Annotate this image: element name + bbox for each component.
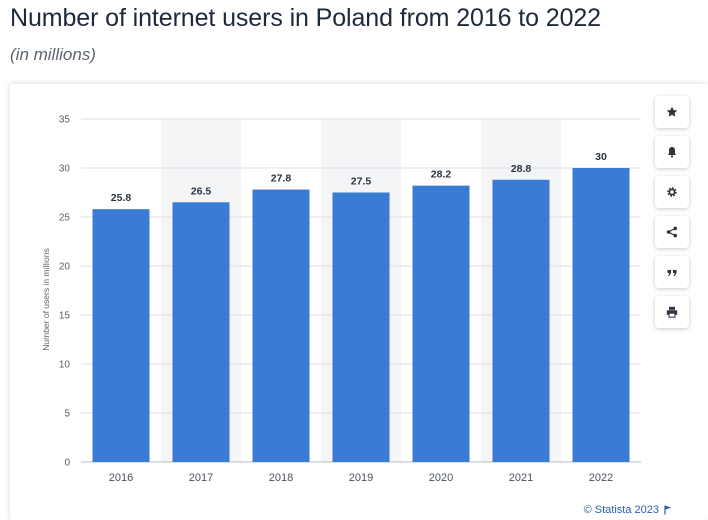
notification-button[interactable] xyxy=(655,136,689,168)
bar xyxy=(172,202,230,463)
x-tick-label: 2019 xyxy=(349,472,373,484)
y-tick-label: 5 xyxy=(64,409,70,420)
bar-value-label: 28.8 xyxy=(511,163,532,175)
bar-value-label: 28.2 xyxy=(431,169,452,181)
x-tick-label: 2021 xyxy=(509,472,533,484)
x-tick-label: 2017 xyxy=(189,472,213,484)
y-tick-label: 30 xyxy=(59,164,71,175)
y-tick-label: 15 xyxy=(59,311,71,322)
bar xyxy=(332,192,390,462)
credit-text[interactable]: © Statista 2023 xyxy=(583,504,659,516)
share-icon xyxy=(666,226,678,238)
star-icon xyxy=(666,106,678,118)
page-subtitle: (in millions) xyxy=(10,45,96,64)
x-tick-label: 2022 xyxy=(589,472,613,484)
chart-card: 0 5 10 15 20 25 30 35 Number of users in million… xyxy=(10,84,708,520)
y-axis-label: Number of users in millions xyxy=(41,248,51,351)
share-button[interactable] xyxy=(655,216,689,248)
page-title: Number of internet users in Poland from … xyxy=(10,4,601,32)
print-button[interactable] xyxy=(655,296,689,328)
bell-icon xyxy=(666,146,678,158)
gear-icon xyxy=(666,186,678,198)
bar-value-label: 25.8 xyxy=(111,192,132,204)
bar-value-label: 30 xyxy=(595,151,607,163)
favorite-button[interactable] xyxy=(655,96,689,128)
bar-value-label: 27.5 xyxy=(351,176,372,188)
bar xyxy=(492,179,550,462)
cite-button[interactable] xyxy=(655,256,689,288)
bar xyxy=(572,168,630,462)
source-credit[interactable]: © Statista 2023 xyxy=(584,504,672,516)
y-tick-label: 20 xyxy=(59,262,71,273)
y-tick-label: 25 xyxy=(59,213,71,224)
settings-button[interactable] xyxy=(655,176,689,208)
bar-chart: 0 5 10 15 20 25 30 35 Number of users in million… xyxy=(41,115,641,484)
x-tick-label: 2016 xyxy=(109,472,133,484)
bar xyxy=(252,189,310,462)
quote-icon xyxy=(666,266,678,278)
bar xyxy=(412,185,470,462)
print-icon xyxy=(666,306,678,318)
y-tick-label: 10 xyxy=(59,360,71,371)
x-tick-label: 2020 xyxy=(429,472,453,484)
y-tick-label: 35 xyxy=(59,115,71,126)
bar-value-label: 27.8 xyxy=(271,173,292,185)
x-tick-label: 2018 xyxy=(269,472,293,484)
bar-value-label: 26.5 xyxy=(191,185,212,197)
y-tick-label: 0 xyxy=(64,458,70,469)
bar xyxy=(92,209,150,462)
flag-icon xyxy=(664,505,672,515)
